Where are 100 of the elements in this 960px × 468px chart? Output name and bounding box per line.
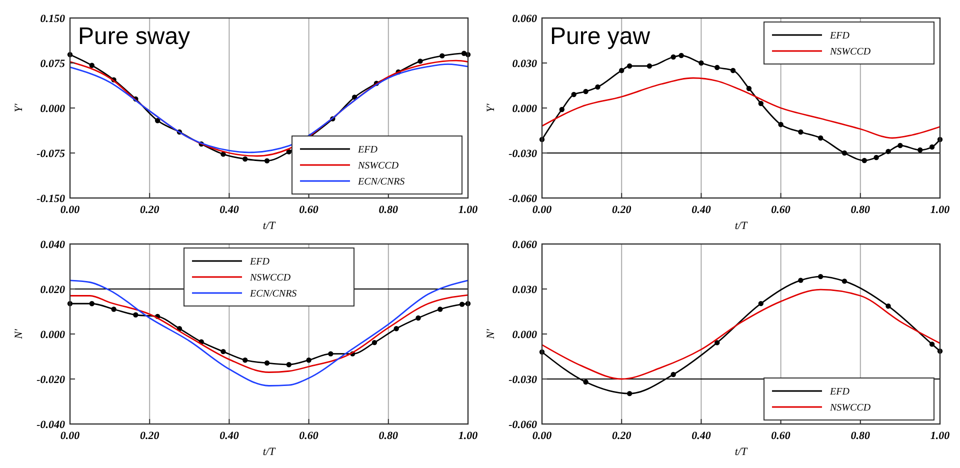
x-tick-label: 0.60 (771, 204, 791, 216)
y-axis-title: Y' (13, 103, 25, 112)
point (619, 68, 624, 74)
legend-label: EFD (829, 386, 850, 398)
point (886, 304, 891, 309)
point (886, 148, 891, 154)
point (626, 63, 632, 69)
x-tick-label: 0.00 (532, 430, 552, 442)
x-tick-label: 0.40 (692, 430, 712, 442)
point (798, 278, 804, 283)
line-series (541, 288, 941, 380)
y-tick-label: 0.000 (512, 328, 538, 341)
point (306, 358, 312, 363)
point (264, 360, 270, 366)
line-series (69, 280, 469, 386)
point (626, 390, 632, 396)
x-tick-label: 0.80 (378, 430, 399, 442)
y-tick-label: -0.150 (36, 192, 66, 205)
x-tick-label: 1.00 (930, 204, 950, 216)
y-tick-label: -0.060 (508, 418, 538, 431)
x-axis-title: t/T (734, 446, 748, 458)
legend-label: NSWCCD (357, 160, 400, 172)
chart-title: Pure sway (78, 23, 190, 50)
y-tick-label: -0.030 (508, 374, 538, 386)
y-axis-title: Y' (485, 103, 497, 112)
y-tick-label: 0.060 (512, 238, 538, 251)
legend-label: ECN/CNRS (249, 288, 297, 300)
y-tick-label: 0.020 (40, 284, 66, 296)
point (372, 340, 378, 346)
point (758, 300, 764, 306)
point (670, 54, 676, 60)
point (89, 301, 94, 306)
point (459, 302, 465, 307)
y-tick-label: 0.040 (40, 238, 66, 251)
x-tick-label: 0.00 (60, 430, 80, 442)
y-tick-label: 0.150 (40, 12, 66, 25)
y-tick-label: 0.000 (40, 102, 66, 115)
x-tick-label: 0.20 (612, 430, 632, 442)
x-tick-label: 0.20 (140, 430, 160, 442)
point (714, 64, 720, 70)
point (264, 158, 270, 164)
x-tick-label: 1.00 (458, 430, 478, 442)
x-tick-label: 1.00 (458, 204, 478, 216)
point (670, 372, 676, 378)
x-tick-label: 0.60 (771, 430, 791, 442)
legend-label: EFD (829, 30, 850, 42)
x-tick-label: 0.80 (850, 430, 871, 442)
x-axis-title: t/T (262, 220, 276, 232)
y-tick-label: -0.075 (36, 148, 66, 160)
legend-label: NSWCCD (829, 402, 872, 414)
x-tick-label: 0.00 (532, 204, 552, 216)
x-tick-label: 0.80 (378, 204, 399, 216)
point (714, 340, 720, 346)
y-tick-label: 0.000 (512, 102, 538, 115)
point (418, 58, 423, 64)
point (698, 60, 704, 66)
y-tick-label: -0.030 (508, 148, 538, 160)
point (778, 122, 784, 128)
legend-label: NSWCCD (249, 272, 292, 284)
point (111, 306, 116, 312)
point (394, 326, 399, 332)
y-tick-label: 0.030 (512, 58, 538, 70)
line-series (541, 77, 941, 139)
point (818, 135, 824, 141)
point (818, 274, 824, 280)
point (438, 306, 443, 312)
point (583, 379, 588, 385)
point (571, 92, 576, 98)
legend-label: EFD (357, 144, 378, 156)
x-tick-label: 0.80 (850, 204, 871, 216)
point (874, 154, 879, 160)
point (929, 342, 935, 347)
point (898, 142, 903, 148)
point (220, 348, 226, 354)
x-axis-title: t/T (262, 446, 276, 458)
point (842, 150, 848, 156)
x-axis-title: t/T (734, 220, 748, 232)
point (416, 315, 421, 321)
y-tick-label: -0.020 (36, 374, 66, 386)
point (154, 118, 160, 124)
y-tick-label: -0.060 (508, 192, 538, 205)
point (242, 358, 248, 363)
x-tick-label: 0.40 (692, 204, 712, 216)
point (242, 156, 248, 162)
x-tick-label: 0.40 (220, 204, 240, 216)
point (646, 63, 652, 69)
point (678, 52, 684, 58)
point (133, 312, 138, 318)
point (798, 129, 804, 135)
point (286, 362, 292, 368)
y-tick-label: 0.075 (40, 58, 66, 70)
point (758, 100, 764, 106)
x-tick-label: 0.60 (299, 430, 319, 442)
y-tick-label: 0.030 (512, 284, 538, 296)
point (730, 68, 736, 74)
x-tick-label: 0.20 (612, 204, 632, 216)
chart-title: Pure yaw (550, 23, 651, 50)
point (595, 84, 600, 90)
point (746, 86, 752, 92)
x-tick-label: 0.40 (220, 430, 240, 442)
